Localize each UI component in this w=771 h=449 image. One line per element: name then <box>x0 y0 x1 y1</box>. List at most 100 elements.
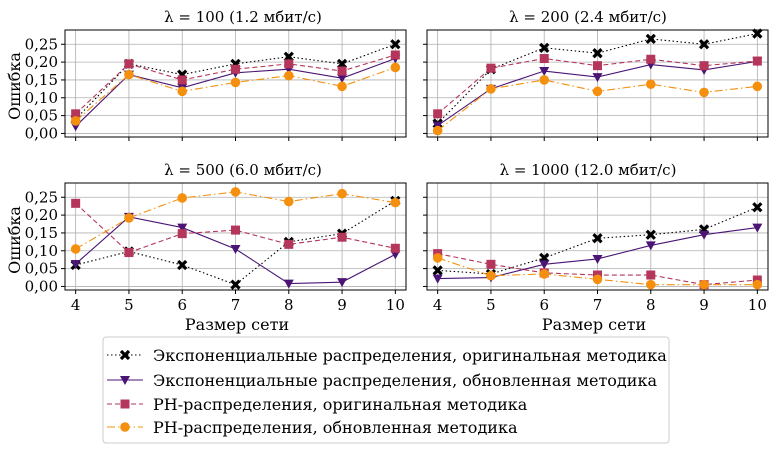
x-tick-label: 5 <box>124 296 134 314</box>
data-point <box>645 79 656 90</box>
y-tick-label: 0,00 <box>25 277 58 295</box>
plot-area-3: 0,000,050,100,150,200,25 4 5 6 7 8 9 10 <box>25 182 407 314</box>
x-axis-label: Размер сети <box>185 315 289 334</box>
data-point <box>177 86 188 97</box>
data-point <box>390 50 400 60</box>
legend-box <box>102 336 670 444</box>
data-point <box>231 64 240 74</box>
data-point <box>177 75 187 85</box>
subplot-title: λ = 200 (2.4 мбит/с) <box>509 8 667 26</box>
data-point <box>177 229 187 239</box>
data-point <box>230 244 241 254</box>
x-tick-label: 5 <box>486 296 496 314</box>
plot-area-4: 4 5 6 7 8 9 10 <box>423 182 769 314</box>
y-tick-label: 0,20 <box>25 206 58 224</box>
data-point <box>230 279 241 290</box>
legend-label: Экспоненциальные распределения, обновлен… <box>153 371 657 390</box>
y-tick-label: 0,25 <box>25 35 58 53</box>
data-point <box>539 75 550 85</box>
data-point <box>432 265 443 276</box>
subplot-2: λ = 200 (2.4 мбит/с) <box>509 8 667 26</box>
x-tick-label: 9 <box>337 296 347 314</box>
x-tick-label: 8 <box>646 296 656 314</box>
data-point <box>539 54 549 64</box>
data-point <box>699 230 710 240</box>
x-tick-label: 10 <box>748 296 767 314</box>
data-point <box>645 229 656 240</box>
data-point <box>645 279 656 290</box>
data-point <box>486 259 496 269</box>
data-point <box>70 259 81 269</box>
y-tick-label: 0,05 <box>25 260 58 278</box>
legend-marker <box>119 349 131 361</box>
data-point <box>432 253 443 263</box>
data-point <box>231 225 240 235</box>
data-point <box>283 70 294 81</box>
y-tick-label: 0,15 <box>25 71 58 89</box>
data-point <box>283 196 294 207</box>
data-point <box>539 42 550 53</box>
data-point <box>752 279 763 290</box>
legend-marker <box>120 422 130 432</box>
subplot-title: λ = 1000 (12.0 мбит/с) <box>500 161 677 179</box>
x-tick-label: 6 <box>177 296 187 314</box>
legend-label: Экспоненциальные распределения, оригинал… <box>153 346 667 365</box>
data-point <box>592 254 603 264</box>
subplot-3: λ = 500 (6.0 мбит/с) Ошибка Размер сети <box>5 161 322 334</box>
data-point <box>337 81 347 92</box>
y-tick-label: 0,00 <box>25 124 58 142</box>
data-point <box>646 54 656 64</box>
data-point <box>433 109 443 119</box>
data-point <box>752 81 763 92</box>
y-tick-label: 0,10 <box>25 242 58 260</box>
y-tick-label: 0,20 <box>25 53 58 71</box>
y-tick-label: 0,25 <box>25 188 58 206</box>
data-point <box>124 69 134 80</box>
data-point <box>284 239 294 249</box>
data-point <box>337 278 348 288</box>
data-point <box>124 59 134 69</box>
data-point <box>752 223 763 233</box>
data-point <box>593 61 602 71</box>
legend-label: PH-распределения, оригинальная методика <box>153 395 528 414</box>
data-point <box>486 84 496 94</box>
plot-area-2 <box>423 28 769 141</box>
x-tick-label: 4 <box>433 296 443 314</box>
y-tick-label: 0,10 <box>25 89 58 107</box>
data-point <box>752 56 762 66</box>
data-point <box>390 243 400 253</box>
data-point <box>71 109 81 119</box>
data-point <box>432 125 443 136</box>
x-tick-label: 7 <box>593 296 603 314</box>
data-point <box>337 188 347 199</box>
data-point <box>432 274 443 284</box>
x-tick-label: 9 <box>699 296 709 314</box>
subplot-title: λ = 500 (6.0 мбит/с) <box>164 161 322 179</box>
data-point <box>70 116 81 126</box>
x-tick-label: 4 <box>71 296 81 314</box>
data-point <box>539 269 550 279</box>
data-point <box>699 61 709 71</box>
legend-marker <box>120 376 130 385</box>
data-point <box>70 244 81 254</box>
y-axis-label: Ошибка <box>5 52 24 120</box>
data-point <box>645 33 656 45</box>
data-point <box>592 86 603 97</box>
data-point <box>230 187 241 197</box>
data-point <box>592 274 603 285</box>
data-point <box>752 28 763 39</box>
data-point <box>337 232 347 242</box>
y-tick-label: 0,05 <box>25 107 58 125</box>
data-point <box>390 39 401 50</box>
data-point <box>645 241 656 251</box>
data-point <box>390 197 401 208</box>
data-point <box>539 260 550 270</box>
subplot-4: λ = 1000 (12.0 мбит/с) Размер сети <box>500 161 677 334</box>
data-point <box>699 87 709 98</box>
data-point <box>752 202 763 213</box>
data-point <box>390 62 401 73</box>
data-point <box>486 63 496 73</box>
data-point <box>283 279 294 289</box>
data-point <box>124 213 134 223</box>
